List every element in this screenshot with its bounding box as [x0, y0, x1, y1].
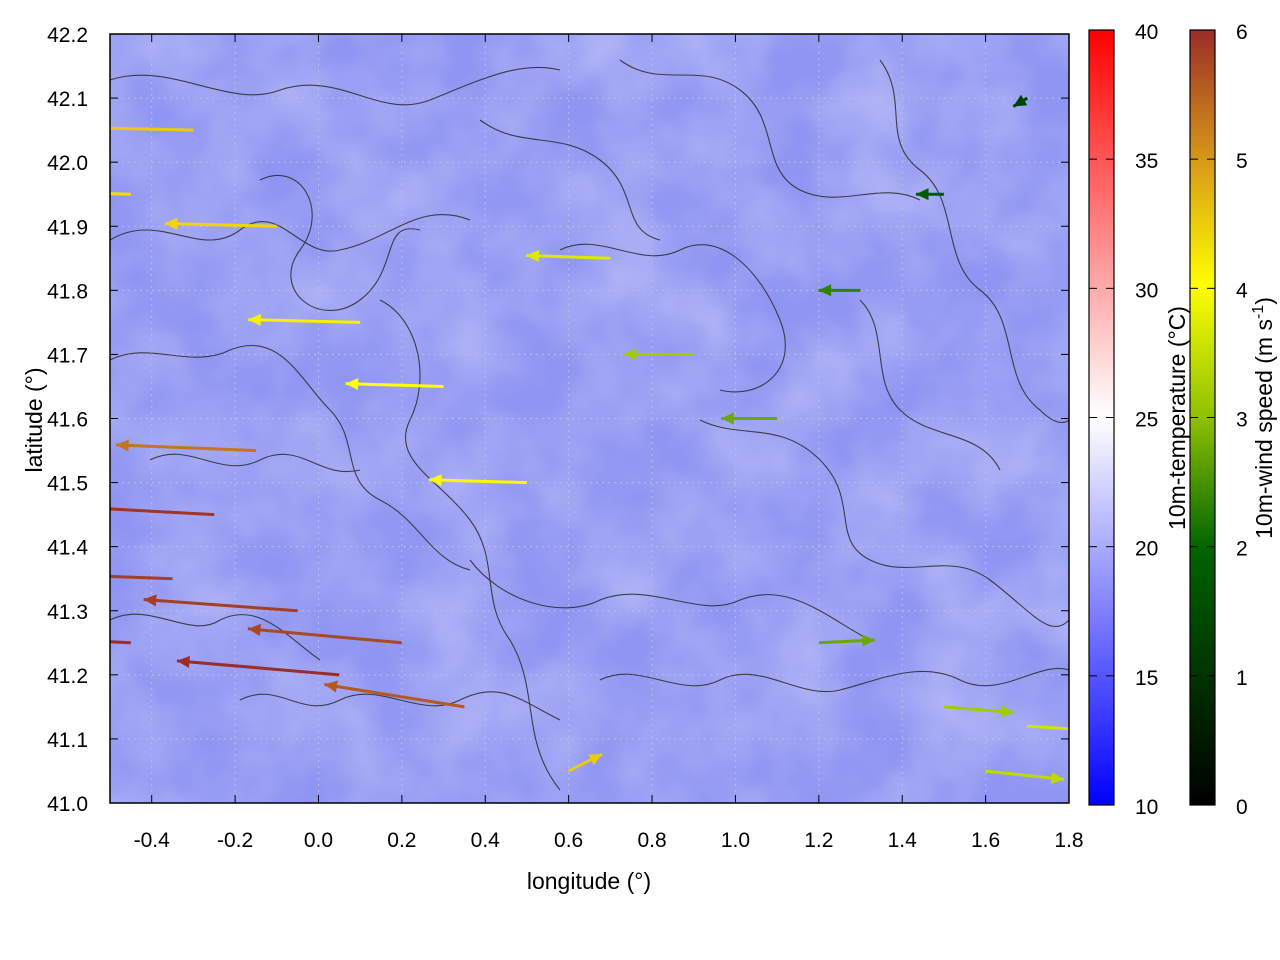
wind-vector-head: [247, 623, 261, 636]
x-axis-ticks: -0.4 -0.2 0.0 0.2 0.4 0.6 0.8 1.0 1.2 1.4 1.6 1.8: [134, 34, 1084, 852]
wind-vectors: [19, 94, 1069, 785]
y-tick-label: 42.0: [47, 152, 88, 175]
x-tick-label: 1.6: [971, 829, 1000, 852]
y-tick-label: 41.5: [47, 473, 88, 496]
wind-vector-head: [115, 439, 129, 452]
wind-vector: [115, 443, 256, 453]
wind-vector: [428, 478, 527, 485]
contour-lines: [110, 59, 1069, 791]
y-tick-label: 41.9: [47, 216, 88, 239]
y-tick-label: 41.7: [47, 344, 88, 367]
colorbar-tick-label: 10: [1135, 796, 1158, 819]
y-tick-label: 41.6: [47, 409, 88, 432]
wind-vector: [1027, 724, 1069, 731]
colorbar-tick-label: 6: [1236, 21, 1248, 44]
colorbar-tick-label: 4: [1236, 279, 1248, 302]
wind-vector-head: [19, 186, 32, 198]
colorbar-tick-label: 1: [1236, 667, 1248, 690]
colorbar-tick-label: 5: [1236, 150, 1248, 173]
wind-vector-head: [60, 501, 73, 513]
wind-vector: [110, 507, 215, 517]
y-tick-label: 41.4: [47, 537, 88, 560]
wind-vector: [526, 253, 611, 260]
wind-vector-head: [164, 217, 178, 230]
wind-vector: [248, 318, 361, 324]
wind-vector: [985, 769, 1065, 781]
wind-vector: [110, 192, 131, 196]
colorbar-tick-label: 15: [1135, 667, 1158, 690]
x-tick-label: 1.0: [721, 829, 750, 852]
colorbar-tick-label: 35: [1135, 150, 1158, 173]
wind-vector: [176, 659, 340, 677]
x-tick-label: 1.8: [1054, 829, 1083, 852]
colorbar-tick-label: 30: [1135, 279, 1158, 302]
wind-vector-head: [861, 634, 875, 647]
wind-vector-head: [721, 412, 734, 425]
x-tick-label: 0.6: [554, 829, 583, 852]
wind-vector: [110, 574, 173, 581]
x-tick-label: 0.8: [637, 829, 666, 852]
wind-vector-head: [143, 594, 157, 607]
x-axis-label: longitude (°): [527, 868, 651, 894]
x-tick-label: -0.2: [217, 829, 253, 852]
colorbar-tick-label: 0: [1236, 796, 1248, 819]
colorbar-tick-label: 40: [1135, 21, 1158, 44]
wind-vector-head: [915, 188, 929, 201]
wind-speed-colorbar: 0 1 2 3 4 5 6 10m-wind speed (m s-1): [1189, 21, 1277, 819]
y-tick-label: 42.2: [47, 24, 88, 47]
x-tick-label: 0.2: [387, 829, 416, 852]
wind-vector-head: [818, 284, 832, 297]
wind-vector: [247, 627, 403, 645]
wind-vector-head: [1013, 94, 1028, 107]
x-tick-label: 1.4: [888, 829, 918, 852]
colorbar-tick-label: 20: [1135, 538, 1158, 561]
wind-speed-colorbar-label: 10m-wind speed (m s-1): [1250, 297, 1277, 539]
temperature-colorbar-label: 10m-temperature (°C): [1164, 306, 1190, 530]
y-tick-label: 41.0: [47, 793, 88, 816]
x-tick-label: -0.4: [134, 829, 171, 852]
y-tick-label: 41.3: [47, 601, 88, 624]
y-tick-label: 41.1: [47, 729, 88, 752]
wind-vector-head: [324, 680, 338, 693]
y-axis-label: latitude (°): [21, 367, 47, 472]
wind-vector-head: [588, 754, 603, 766]
wind-vector-head: [345, 377, 359, 391]
wind-vector: [345, 382, 444, 388]
wind-vector-head: [526, 249, 540, 262]
wind-vector: [324, 682, 465, 709]
temperature-field: [110, 34, 1069, 803]
temperature-colorbar: 10 15 20 25 30 35 40 10m-temperature (°C): [1088, 21, 1190, 819]
wind-vector-head: [1000, 705, 1014, 718]
wind-vector-head: [19, 567, 32, 579]
y-axis-ticks: 41.0 41.1 41.2 41.3 41.4 41.5 41.6 41.7 41.8 41.9…: [47, 24, 1069, 816]
x-tick-label: 0.0: [304, 829, 333, 852]
x-tick-label: 1.2: [804, 829, 833, 852]
y-tick-label: 41.8: [47, 280, 88, 303]
y-tick-label: 41.2: [47, 665, 88, 688]
wind-vector-head: [248, 313, 261, 326]
wind-vector-head: [1050, 771, 1065, 785]
wind-vector-head: [428, 474, 442, 487]
wind-vector: [164, 221, 277, 228]
wind-vector-head: [176, 655, 191, 668]
colorbar-tick-label: 25: [1135, 409, 1158, 432]
wind-vector: [110, 126, 194, 132]
wind-vector-head: [67, 122, 80, 134]
colorbar-tick-label: 2: [1236, 538, 1248, 561]
wind-vector: [143, 598, 298, 613]
x-tick-label: 0.4: [471, 829, 501, 852]
y-tick-label: 42.1: [47, 88, 88, 111]
wind-vector-head: [623, 348, 637, 361]
colorbar-tick-label: 3: [1236, 409, 1248, 432]
